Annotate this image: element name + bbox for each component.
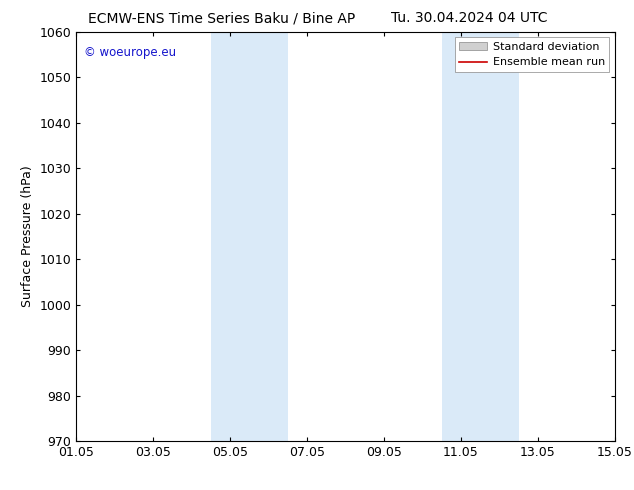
Bar xyxy=(210,32,249,441)
Legend: Standard deviation, Ensemble mean run: Standard deviation, Ensemble mean run xyxy=(455,37,609,72)
Text: Tu. 30.04.2024 04 UTC: Tu. 30.04.2024 04 UTC xyxy=(391,11,547,25)
Text: ECMW-ENS Time Series Baku / Bine AP: ECMW-ENS Time Series Baku / Bine AP xyxy=(88,11,356,25)
Bar xyxy=(480,32,519,441)
Bar xyxy=(249,32,288,441)
Bar xyxy=(442,32,480,441)
Y-axis label: Surface Pressure (hPa): Surface Pressure (hPa) xyxy=(21,166,34,307)
Text: © woeurope.eu: © woeurope.eu xyxy=(84,46,176,59)
